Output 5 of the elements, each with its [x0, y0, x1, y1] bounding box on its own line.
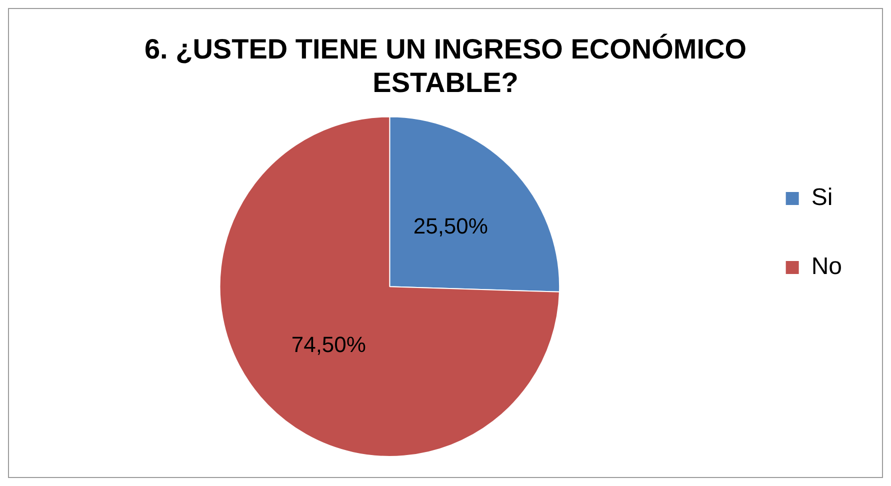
chart-title: 6. ¿USTED TIENE UN INGRESO ECONÓMICO ESTABLE?	[144, 34, 747, 98]
legend-label: Si	[811, 184, 833, 212]
legend-label: No	[811, 253, 842, 280]
data-label: 25,50%	[413, 214, 488, 239]
data-label: 74,50%	[291, 332, 366, 357]
